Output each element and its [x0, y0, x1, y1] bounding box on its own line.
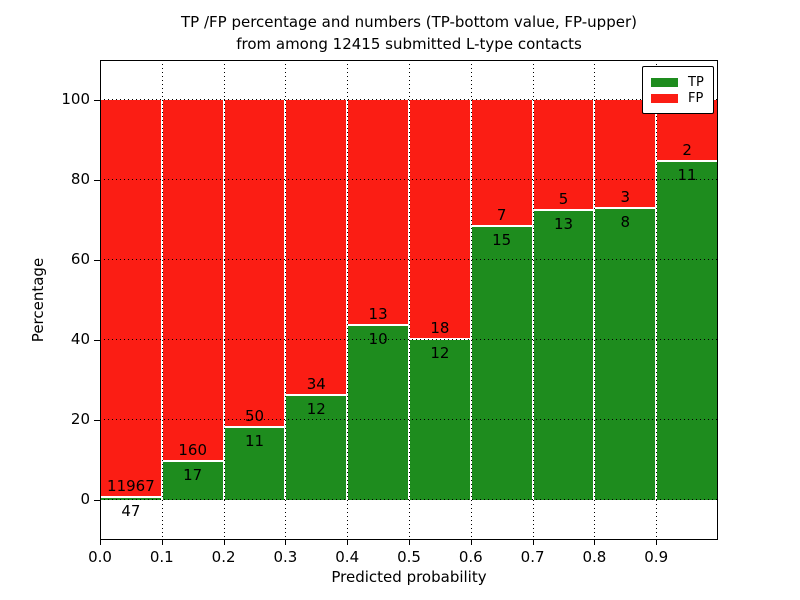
gridline-x	[223, 60, 225, 540]
x-tick-mark	[470, 540, 472, 545]
tp-count-label: 15	[492, 231, 512, 250]
y-tick-label: 20	[70, 410, 90, 428]
bar-fp-segment	[347, 100, 409, 327]
y-tick-label: 0	[80, 490, 90, 508]
bar-tp-segment	[223, 427, 286, 500]
bar-tp-segment	[656, 161, 718, 500]
gridline-x	[594, 60, 596, 540]
plot-area: 11967 47 160 17 50 11 34 12 13 10 18 12 7 15 5 13 3 8 2 11 T…	[100, 60, 718, 540]
y-tick-mark	[94, 100, 100, 101]
x-tick-mark	[223, 540, 225, 545]
chart-title: TP /FP percentage and numbers (TP-bottom…	[100, 11, 718, 55]
bar-fp-segment	[223, 100, 286, 428]
tp-count-label: 47	[121, 502, 141, 521]
x-axis-label: Predicted probability	[331, 568, 487, 586]
gridline-x	[285, 60, 287, 540]
x-tick-mark	[100, 540, 101, 545]
legend: TP FP	[642, 66, 714, 114]
y-tick-mark	[94, 260, 100, 261]
x-tick-label: 0.9	[644, 548, 669, 566]
y-tick-label: 80	[70, 170, 90, 188]
bar-tp-segment	[161, 461, 224, 500]
tp-count-label: 8	[620, 213, 631, 232]
y-tick-mark	[94, 500, 100, 501]
x-tick-mark	[594, 540, 596, 545]
bar-fp-segment	[470, 100, 533, 228]
fp-count-label: 7	[496, 206, 507, 225]
x-tick-label: 0.1	[149, 548, 174, 566]
tp-count-label: 13	[553, 215, 574, 234]
x-tick-mark	[656, 540, 658, 545]
x-tick-mark	[409, 540, 410, 545]
bar-fp-segment	[100, 100, 162, 499]
fp-count-label: 34	[306, 374, 326, 393]
y-tick-label: 60	[70, 250, 90, 268]
gridline-x	[409, 60, 410, 540]
tp-count-label: 12	[306, 399, 326, 418]
y-axis-label: Percentage	[29, 257, 47, 343]
bar-tp-segment	[347, 326, 409, 500]
gridline-x	[656, 60, 658, 540]
legend-row: FP	[651, 92, 704, 105]
bar-tp-segment	[594, 209, 657, 500]
bar-fp-segment	[594, 100, 657, 210]
tp-count-label: 12	[430, 344, 450, 362]
bar-tp-segment	[470, 227, 533, 500]
x-tick-mark	[347, 540, 349, 545]
legend-row: TP	[651, 76, 704, 89]
x-tick-label: 0.0	[88, 548, 112, 566]
y-tick-label: 100	[61, 90, 90, 108]
bar-tp-segment	[409, 340, 471, 500]
legend-swatch-tp	[651, 78, 678, 87]
fp-count-label: 18	[430, 319, 450, 337]
bar-tp-segment	[285, 395, 348, 500]
x-tick-label: 0.8	[582, 548, 607, 566]
fp-count-label: 13	[368, 305, 388, 324]
x-tick-label: 0.6	[458, 548, 483, 566]
bar-fp-segment	[161, 100, 224, 462]
legend-label-fp: FP	[688, 91, 704, 106]
chart-title-line2: from among 12415 submitted L-type contac…	[236, 35, 582, 53]
gridline-x	[347, 60, 349, 540]
tp-count-label: 11	[677, 165, 697, 184]
legend-label-tp: TP	[688, 75, 704, 90]
gridline-x	[161, 60, 163, 540]
fp-count-label: 50	[244, 406, 265, 425]
gridline-x	[532, 60, 534, 540]
gridline-x	[470, 60, 472, 540]
bar-tp-segment	[532, 211, 595, 500]
tp-count-label: 17	[183, 465, 203, 484]
x-tick-label: 0.4	[335, 548, 360, 566]
fp-count-label: 3	[620, 188, 631, 207]
bar-fp-segment	[409, 100, 471, 340]
x-tick-mark	[285, 540, 287, 545]
tp-count-label: 10	[368, 330, 388, 349]
x-tick-label: 0.3	[273, 548, 298, 566]
tp-count-label: 11	[244, 431, 265, 450]
x-tick-label: 0.7	[520, 548, 545, 566]
fp-count-label: 160	[178, 440, 208, 459]
x-tick-mark	[532, 540, 534, 545]
x-tick-label: 0.5	[397, 548, 421, 566]
fp-count-label: 11967	[107, 477, 155, 496]
fp-count-label: 5	[558, 190, 569, 209]
bar-fp-segment	[285, 100, 348, 396]
x-tick-label: 0.2	[211, 548, 236, 566]
x-tick-mark	[161, 540, 163, 545]
y-tick-mark	[94, 340, 100, 341]
legend-swatch-fp	[651, 94, 678, 103]
fp-count-label: 2	[682, 140, 692, 159]
y-tick-label: 40	[70, 330, 90, 348]
chart-title-line1: TP /FP percentage and numbers (TP-bottom…	[181, 13, 637, 31]
y-tick-mark	[94, 180, 100, 181]
y-tick-mark	[94, 420, 100, 421]
